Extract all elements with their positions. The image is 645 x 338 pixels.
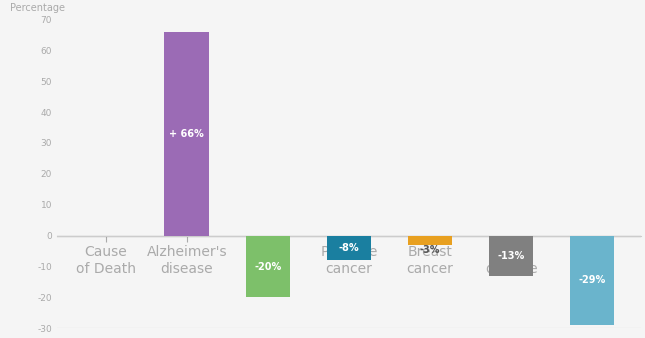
Text: -8%: -8% bbox=[339, 243, 359, 253]
Bar bbox=[570, 236, 615, 325]
Text: Percentage: Percentage bbox=[10, 3, 65, 13]
Bar bbox=[246, 236, 290, 297]
Bar bbox=[408, 236, 452, 245]
Text: -3%: -3% bbox=[420, 245, 441, 255]
Bar bbox=[164, 32, 209, 236]
Text: -13%: -13% bbox=[497, 251, 525, 261]
Text: -29%: -29% bbox=[579, 275, 606, 286]
Bar bbox=[326, 236, 372, 260]
Text: + 66%: + 66% bbox=[170, 129, 204, 139]
Bar bbox=[489, 236, 533, 276]
Text: -20%: -20% bbox=[254, 262, 281, 271]
